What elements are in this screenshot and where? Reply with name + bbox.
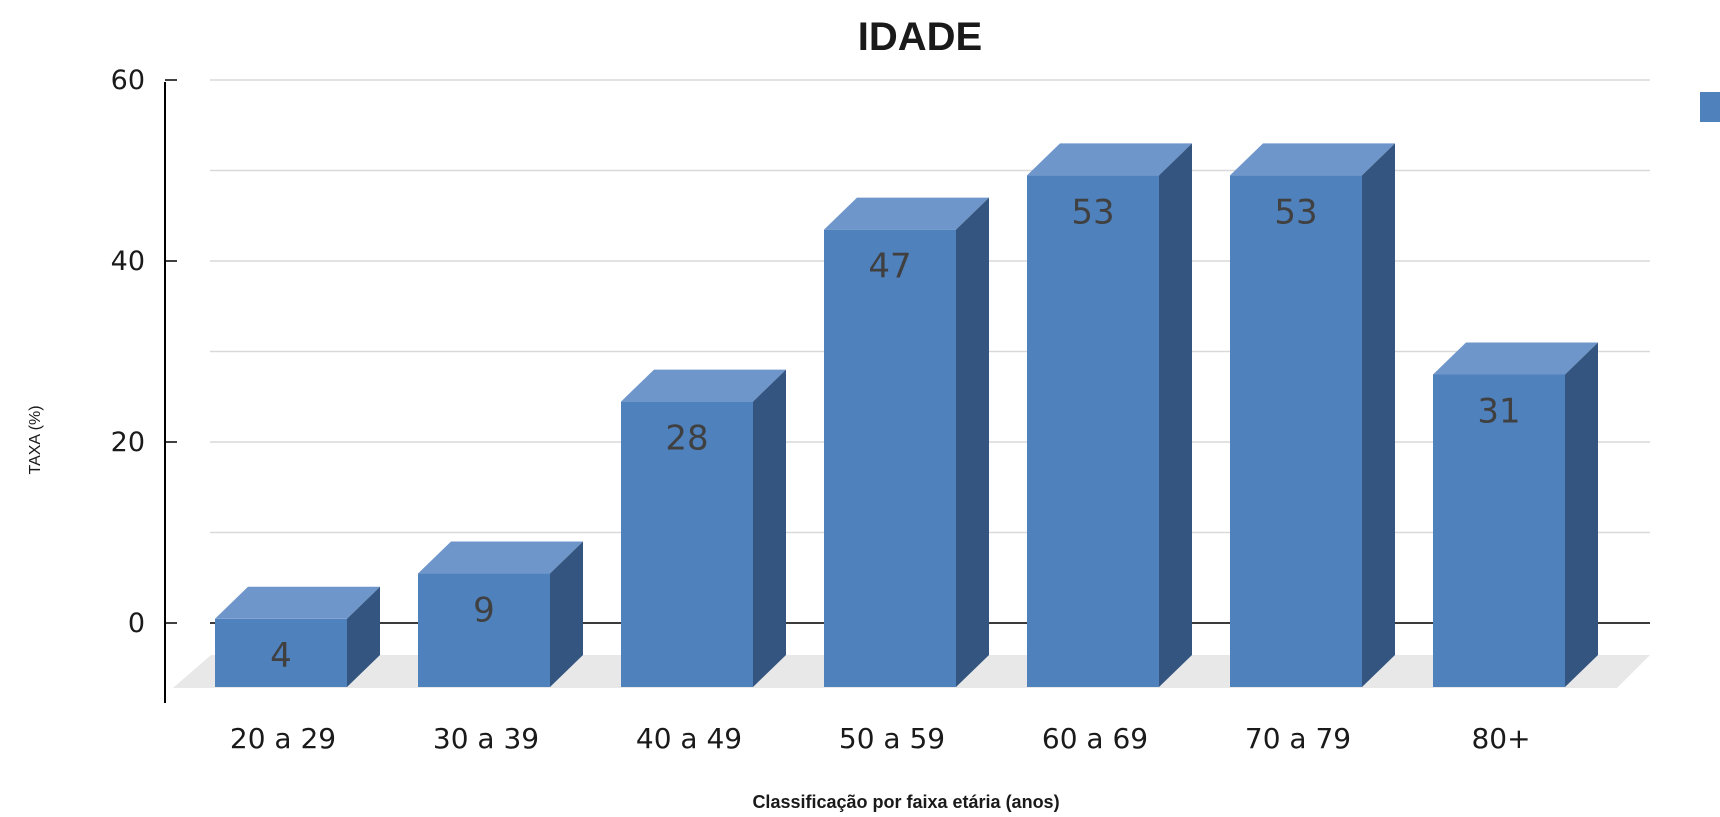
x-tick-label: 40 a 49 <box>636 722 742 755</box>
y-axis-label: TAXA (%) <box>27 405 44 474</box>
x-axis-label: Classificação por faixa etária (anos) <box>752 792 1059 812</box>
bar-front <box>215 618 347 687</box>
y-axis-ticks: 0 20 40 60 <box>111 65 177 639</box>
y-tick-label: 20 <box>111 427 145 458</box>
legend-swatch <box>1700 92 1720 122</box>
bar <box>215 586 380 687</box>
bar <box>1230 143 1395 688</box>
bar-top <box>824 197 989 230</box>
bar-side <box>347 586 380 687</box>
y-tick-label: 60 <box>111 65 145 96</box>
data-label: 53 <box>1274 192 1317 232</box>
x-tick-label: 60 a 69 <box>1042 722 1148 755</box>
data-label: 4 <box>270 636 292 676</box>
bar-top <box>1230 143 1395 176</box>
bar-front <box>824 229 956 687</box>
data-label: 47 <box>868 247 911 287</box>
bar-front <box>1433 374 1565 687</box>
data-label: 9 <box>473 591 495 631</box>
chart-title: IDADE <box>858 15 982 59</box>
bar-front <box>1027 175 1159 687</box>
bar-top <box>418 541 583 574</box>
bar-side <box>550 541 583 687</box>
bar <box>418 541 583 687</box>
x-tick-label: 80+ <box>1471 722 1530 755</box>
data-label: 28 <box>665 419 708 459</box>
bar <box>1027 143 1192 688</box>
x-tick-label: 50 a 59 <box>839 722 945 755</box>
bar-front <box>418 573 550 687</box>
bar-front <box>1230 175 1362 687</box>
bar-side <box>1362 143 1395 688</box>
bar-side <box>1565 342 1598 687</box>
x-tick-label: 20 a 29 <box>230 722 336 755</box>
bar-side <box>1159 143 1192 688</box>
x-axis-ticks: 20 a 29 30 a 39 40 a 49 50 a 59 60 a 69 70 a … <box>230 722 1531 755</box>
bar <box>621 369 786 687</box>
y-tick-label: 0 <box>128 608 145 639</box>
bars: 4 9 28 47 53 53 31 <box>215 143 1598 688</box>
legend <box>1700 92 1720 122</box>
bar-top <box>1433 342 1598 375</box>
data-label: 53 <box>1071 192 1114 232</box>
data-label: 31 <box>1477 391 1520 431</box>
bar <box>824 197 989 687</box>
bar-front <box>621 401 753 687</box>
x-tick-label: 70 a 79 <box>1245 722 1351 755</box>
bar <box>1433 342 1598 687</box>
bar-side <box>956 197 989 687</box>
bar-top <box>621 369 786 402</box>
bar-top <box>1027 143 1192 176</box>
bar-top <box>215 586 380 619</box>
bar-side <box>753 369 786 687</box>
y-tick-label: 40 <box>111 246 145 277</box>
x-tick-label: 30 a 39 <box>433 722 539 755</box>
